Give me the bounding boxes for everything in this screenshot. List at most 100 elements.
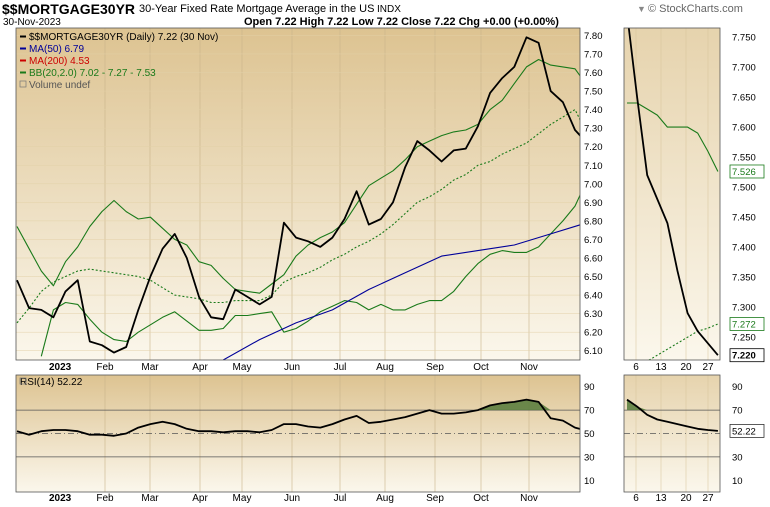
rsi-zoom-value-label-box (729, 424, 765, 438)
price-series-bb-middle (16, 109, 580, 324)
zoom-x-tick-label: 6 (633, 362, 639, 373)
zoom-y-tick-label: 7.600 (732, 123, 756, 134)
price-series-bb-upper (16, 58, 580, 294)
bottom-month-label: Jul (334, 493, 347, 504)
zoom-value-label: 7.272 (732, 319, 756, 330)
rsi-zoom-x-tick-label: 13 (655, 493, 667, 504)
price-month-label: Mar (141, 362, 159, 373)
bottom-month-label: Feb (96, 493, 114, 504)
zoom-y-tick-label: 7.500 (732, 183, 756, 194)
rsi-title: RSI(14) 52.22 (20, 377, 83, 388)
chart-description: 30-Year Fixed Rate Mortgage Average in t… (139, 3, 375, 15)
rsi-y-tick-label: 70 (584, 406, 595, 417)
rsi-zoom-y-tick-label: 90 (732, 382, 743, 393)
price-y-tick-label: 7.10 (584, 161, 603, 172)
zoom-x-tick-label: 13 (655, 362, 667, 373)
price-y-tick-label: 6.40 (584, 291, 603, 302)
price-y-tick-label: 7.80 (584, 31, 603, 42)
chart-ohlc: Open 7.22 High 7.22 Low 7.22 Close 7.22 … (244, 16, 559, 28)
price-series-ma-50- (222, 224, 580, 360)
price-y-tick-label: 7.30 (584, 124, 603, 135)
zoom-x-tick-label: 20 (680, 362, 692, 373)
zoom-panel-bg (624, 28, 720, 360)
bottom-month-label: Apr (192, 493, 208, 504)
chart-date: 30-Nov-2023 (3, 17, 61, 28)
zoom-series-price (627, 28, 719, 356)
zoom-y-tick-label: 7.450 (732, 213, 756, 224)
price-y-tick-label: 6.80 (584, 216, 603, 227)
chart-symbol: $$MORTGAGE30YR (2, 1, 136, 17)
rsi-y-tick-label: 30 (584, 452, 595, 463)
zoom-series-bb-upper (627, 102, 719, 172)
zoom-value-label: 7.526 (732, 167, 756, 178)
rsi-zoom-value-label: 52.22 (732, 426, 756, 437)
legend-entry: BB(20,2.0) 7.02 - 7.27 - 7.53 (29, 68, 156, 79)
price-month-label: 2023 (49, 362, 72, 373)
rsi-zoom-line (626, 398, 718, 432)
legend-entry: MA(200) 4.53 (29, 56, 90, 67)
zoom-y-tick-label: 7.300 (732, 303, 756, 314)
price-y-tick-label: 7.70 (584, 49, 603, 60)
price-y-tick-label: 7.50 (584, 87, 603, 98)
bottom-month-label: 2023 (49, 493, 72, 504)
zoom-y-tick-label: 7.700 (732, 63, 756, 74)
price-y-tick-label: 6.50 (584, 272, 603, 283)
rsi-zoom-x-tick-label: 20 (680, 493, 692, 504)
zoom-value-label: 7.220 (732, 351, 756, 362)
rsi-zoom-panel-frame (623, 374, 721, 493)
price-month-label: Sep (426, 362, 444, 373)
zoom-y-tick-label: 7.650 (732, 93, 756, 104)
rsi-zoom-y-tick-label: 70 (732, 406, 743, 417)
brand-text: © StockCharts.com (648, 3, 743, 15)
price-y-tick-label: 7.20 (584, 142, 603, 153)
price-y-tick-label: 7.40 (584, 105, 603, 116)
zoom-value-label-box (729, 164, 765, 179)
chart-exchange: INDX (377, 4, 401, 15)
price-series--mortgage30yr (16, 36, 580, 354)
price-month-label: Feb (96, 362, 114, 373)
bottom-month-label: Nov (520, 493, 538, 504)
rsi-zoom-x-tick-label: 6 (633, 493, 639, 504)
zoom-y-tick-label: 7.750 (732, 33, 756, 44)
rsi-legend-swatch (19, 377, 27, 385)
legend-entry: $$MORTGAGE30YR (Daily) 7.22 (30 Nov) (29, 32, 218, 43)
bottom-month-label: May (233, 493, 252, 504)
legend-entry: Volume undef (29, 80, 90, 91)
price-panel-bg (16, 28, 580, 360)
price-y-tick-label: 6.70 (584, 235, 603, 246)
price-y-tick-label: 6.90 (584, 198, 603, 209)
price-y-tick-label: 7.60 (584, 68, 603, 79)
legend-entry: MA(50) 6.79 (29, 44, 84, 55)
price-month-label: Nov (520, 362, 538, 373)
zoom-value-label-box (729, 348, 765, 363)
price-month-label: Oct (473, 362, 489, 373)
rsi-zoom-x-tick-label: 27 (702, 493, 714, 504)
zoom-y-tick-label: 7.350 (732, 273, 756, 284)
price-month-label: Jun (284, 362, 300, 373)
price-y-tick-label: 6.30 (584, 309, 603, 320)
price-panel-frame (15, 27, 581, 361)
price-y-tick-label: 6.60 (584, 253, 603, 264)
bottom-month-label: Jun (284, 493, 300, 504)
bottom-month-label: Mar (141, 493, 159, 504)
rsi-y-tick-label: 50 (584, 429, 595, 440)
rsi-zoom-y-tick-label: 30 (732, 452, 743, 463)
price-month-label: Apr (192, 362, 208, 373)
zoom-panel-frame (623, 27, 721, 361)
bottom-month-label: Sep (426, 493, 444, 504)
price-y-tick-label: 6.20 (584, 328, 603, 339)
zoom-series-bb-middle (648, 323, 719, 360)
zoom-y-tick-label: 7.250 (732, 333, 756, 344)
rsi-y-tick-label: 90 (584, 382, 595, 393)
price-y-tick-label: 6.10 (584, 346, 603, 357)
bottom-month-label: Oct (473, 493, 489, 504)
rsi-zoom-overbought-fill (627, 399, 718, 411)
price-month-label: May (233, 362, 252, 373)
legend-swatch (19, 80, 27, 88)
zoom-y-tick-label: 7.400 (732, 243, 756, 254)
rsi-line (16, 398, 580, 437)
rsi-panel-frame (15, 374, 581, 493)
price-month-label: Aug (376, 362, 394, 373)
bottom-month-label: Aug (376, 493, 394, 504)
